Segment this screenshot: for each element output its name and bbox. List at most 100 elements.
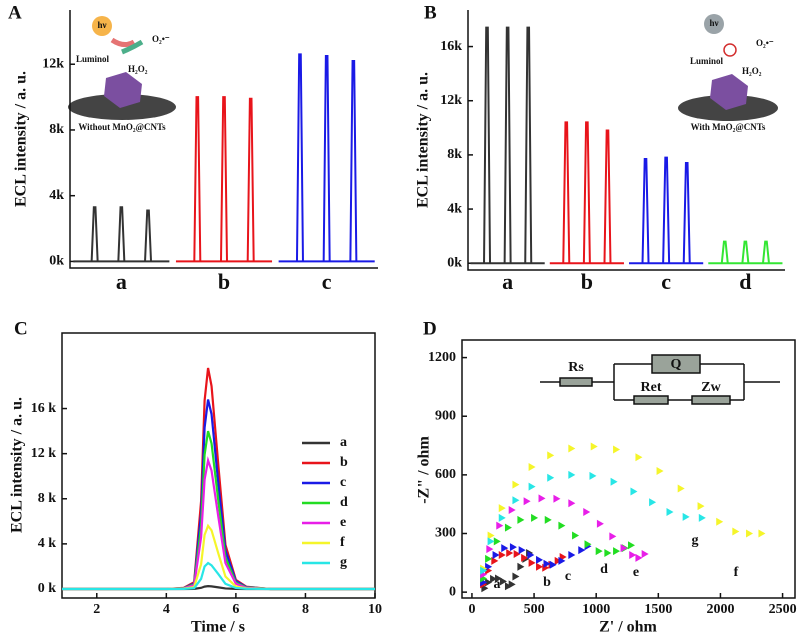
point [746, 529, 754, 538]
x-tick-label: 2 [93, 602, 100, 617]
category-label: d [739, 269, 751, 294]
point [512, 496, 520, 505]
point [630, 487, 638, 496]
point [758, 529, 766, 538]
point [578, 546, 586, 555]
circuit [540, 354, 780, 405]
point [554, 556, 562, 565]
point [629, 551, 637, 559]
plot-frame [461, 339, 796, 599]
y-tick-label: 300 [435, 526, 456, 541]
annotation: Ret [641, 380, 662, 395]
peak [562, 121, 571, 264]
legend-label: a [340, 435, 347, 450]
annotation: Zw [701, 380, 721, 395]
point [513, 550, 521, 559]
series-label: g [692, 533, 699, 548]
y-tick-label: 0 k [38, 581, 57, 596]
point [517, 562, 525, 571]
y-tick-label: 12k [42, 56, 64, 71]
point [501, 544, 509, 553]
x-tick-label: 500 [524, 602, 545, 617]
annotation: H₂O₂ [742, 66, 762, 76]
point [498, 513, 506, 522]
legend-label: e [340, 515, 346, 530]
point [613, 547, 621, 556]
point [590, 442, 598, 451]
annotation: Rs [568, 360, 584, 375]
y-axis-title: ECL intensity / a. u. [415, 72, 432, 208]
point [589, 471, 597, 480]
peak [349, 59, 358, 262]
point [500, 577, 508, 586]
legend-label: g [340, 555, 347, 570]
point [509, 543, 517, 552]
peak [322, 55, 331, 262]
peak [662, 156, 671, 264]
series-label: e [633, 565, 639, 580]
point [496, 521, 504, 530]
block-icon [723, 43, 737, 57]
x-tick-label: 2000 [706, 602, 734, 617]
axes [467, 10, 785, 271]
point [527, 551, 535, 559]
point [677, 484, 685, 493]
x-tick-label: 0 [468, 602, 475, 617]
point [523, 497, 531, 506]
legend-label: b [340, 455, 348, 470]
peak [193, 96, 202, 262]
point [572, 531, 580, 540]
peak [503, 26, 512, 264]
point [558, 556, 566, 565]
x-tick-label: 2500 [769, 602, 797, 617]
annotation: Luminol [690, 56, 724, 66]
light-icon [92, 16, 112, 36]
peak [117, 206, 126, 262]
point [543, 559, 551, 568]
y-tick-label: 0k [49, 254, 64, 269]
series-label: d [600, 562, 608, 577]
annotation: H₂O₂ [128, 64, 148, 74]
y-tick-label: 16 k [31, 401, 57, 416]
panel-label: C [14, 318, 28, 339]
point [536, 562, 544, 571]
point [504, 523, 512, 532]
y-tick-label: 600 [435, 467, 456, 482]
series-label: f [734, 565, 739, 580]
peak [220, 96, 228, 262]
resistor [559, 377, 593, 387]
resistor [633, 395, 669, 405]
peak [246, 97, 255, 262]
point [512, 572, 520, 581]
arrow [121, 39, 144, 55]
point [568, 444, 576, 453]
point [620, 544, 628, 553]
line [62, 561, 375, 591]
point [538, 494, 546, 503]
category-label: c [322, 269, 332, 294]
category-label: c [661, 269, 671, 294]
peak [295, 53, 304, 262]
point [506, 549, 514, 558]
x-tick-label: 1500 [644, 602, 672, 617]
point [518, 546, 526, 555]
y-tick-label: 8 k [38, 491, 57, 506]
light-icon [704, 14, 724, 34]
y-tick-label: 12k [440, 93, 462, 108]
legend-label: c [340, 475, 346, 490]
annotation: Without MnO₂@CNTs [78, 122, 166, 132]
point [568, 470, 576, 479]
point [547, 451, 555, 460]
peak [524, 26, 533, 264]
point [609, 532, 617, 541]
point [487, 537, 495, 546]
point [716, 517, 724, 526]
point [486, 545, 494, 554]
point [492, 551, 500, 559]
point [528, 558, 536, 567]
point [504, 582, 512, 591]
peak [90, 206, 99, 262]
point [596, 519, 604, 528]
x-tick-label: 6 [232, 602, 239, 617]
